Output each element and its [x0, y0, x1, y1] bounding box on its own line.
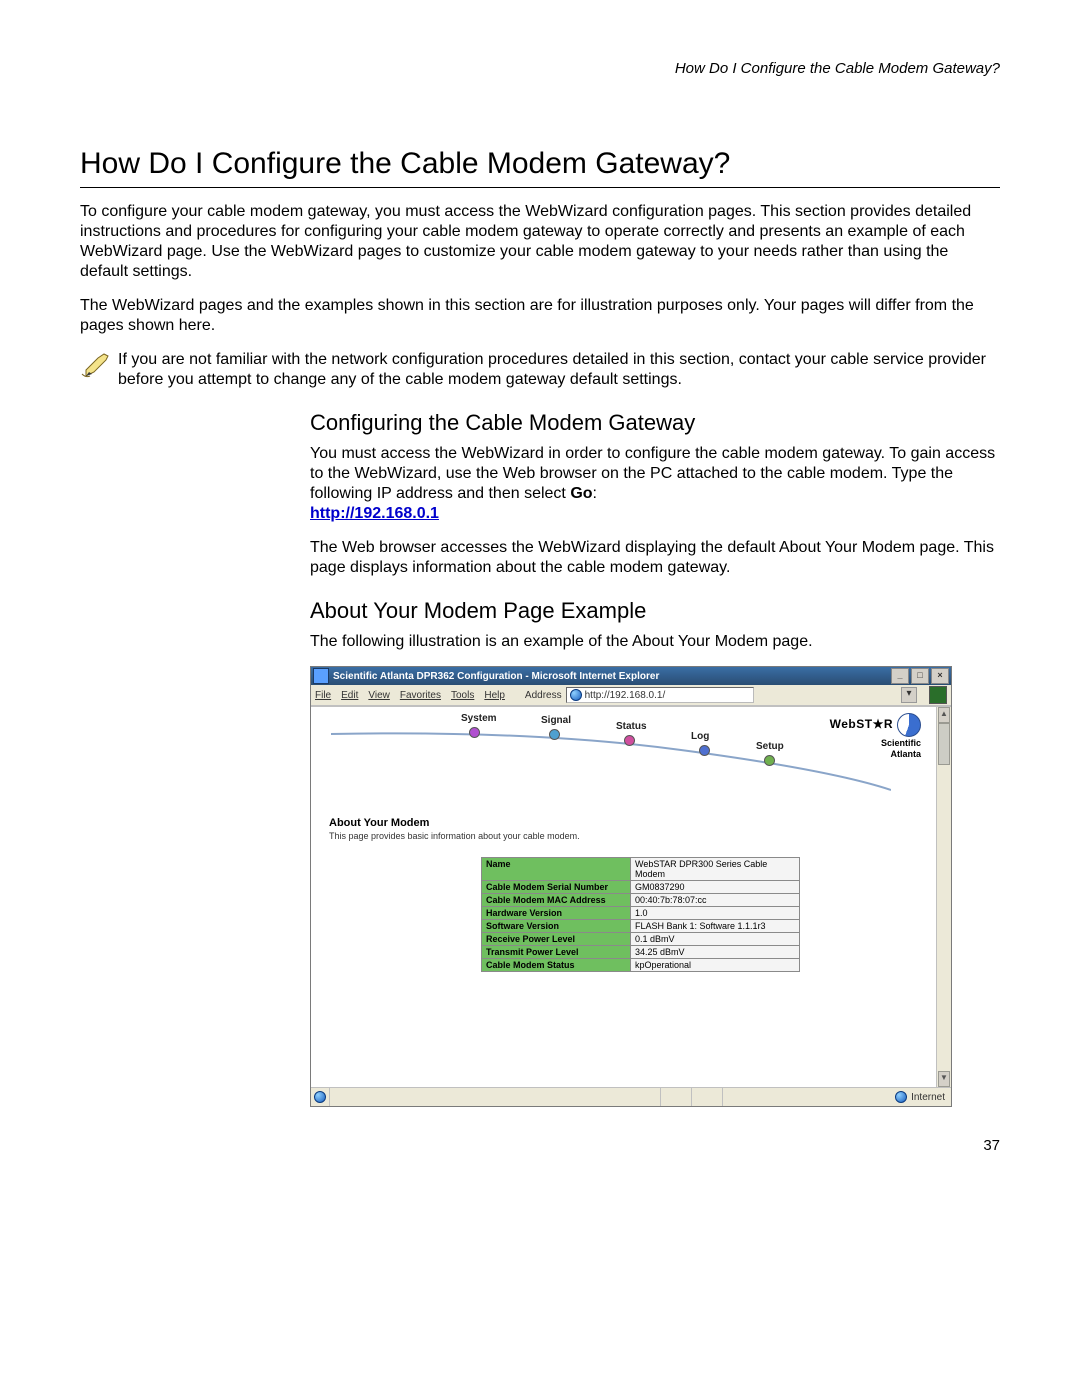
nav-dot-log[interactable]: [699, 745, 710, 756]
nav-item-log[interactable]: Log: [691, 731, 709, 742]
menu-edit[interactable]: Edit: [341, 690, 358, 701]
nav-dot-signal[interactable]: [549, 729, 560, 740]
table-value: 00:40:7b:78:07:cc: [631, 894, 800, 907]
content-section-desc: This page provides basic information abo…: [329, 831, 580, 841]
table-value: WebSTAR DPR300 Series Cable Modem: [631, 858, 800, 881]
section-configuring: Configuring the Cable Modem Gateway You …: [310, 410, 1000, 652]
nav-item-signal[interactable]: Signal: [541, 715, 571, 726]
table-row: Cable Modem MAC Address00:40:7b:78:07:cc: [482, 894, 800, 907]
title-rule: [80, 187, 1000, 188]
ip-link[interactable]: http://192.168.0.1: [310, 505, 439, 522]
table-row: NameWebSTAR DPR300 Series Cable Modem: [482, 858, 800, 881]
window-titlebar: Scientific Atlanta DPR362 Configuration …: [311, 667, 951, 685]
table-key: Cable Modem Serial Number: [482, 881, 631, 894]
table-value: GM0837290: [631, 881, 800, 894]
internet-zone-icon: [895, 1091, 907, 1103]
table-key: Receive Power Level: [482, 933, 631, 946]
minimize-button[interactable]: _: [891, 668, 909, 684]
config-paragraph: You must access the WebWizard in order t…: [310, 444, 1000, 524]
table-value: 0.1 dBmV: [631, 933, 800, 946]
nav-dot-system[interactable]: [469, 727, 480, 738]
brand-webstar: WebST★R: [830, 717, 893, 731]
address-input[interactable]: http://192.168.0.1/: [566, 687, 754, 703]
running-head: How Do I Configure the Cable Modem Gatew…: [80, 60, 1000, 77]
close-button[interactable]: ×: [931, 668, 949, 684]
table-key: Cable Modem Status: [482, 959, 631, 972]
page-number: 37: [80, 1137, 1000, 1154]
table-row: Transmit Power Level34.25 dBmV: [482, 946, 800, 959]
note-block: If you are not familiar with the network…: [80, 350, 1000, 390]
app-icon: [313, 668, 329, 684]
status-zone: Internet: [889, 1091, 951, 1103]
status-icon-left: [311, 1088, 330, 1106]
table-value: 1.0: [631, 907, 800, 920]
menu-view[interactable]: View: [368, 690, 390, 701]
content-section-title: About Your Modem: [329, 817, 429, 829]
intro-paragraph-2: The WebWizard pages and the examples sho…: [80, 296, 1000, 336]
brand-block: WebST★R Scientific Atlanta: [830, 713, 921, 759]
colon: :: [593, 485, 597, 502]
status-bar: Internet: [311, 1087, 951, 1106]
go-button[interactable]: [929, 686, 947, 704]
brand-sa1: Scientific: [830, 739, 921, 748]
config-text-a: You must access the WebWizard in order t…: [310, 445, 995, 502]
note-icon: [80, 350, 118, 385]
window-title-text: Scientific Atlanta DPR362 Configuration …: [333, 671, 659, 682]
table-value: 34.25 dBmV: [631, 946, 800, 959]
menu-file[interactable]: File: [315, 690, 331, 701]
menu-tools[interactable]: Tools: [451, 690, 474, 701]
table-row: Hardware Version1.0: [482, 907, 800, 920]
address-bar: Address http://192.168.0.1/: [525, 687, 754, 703]
table-row: Receive Power Level0.1 dBmV: [482, 933, 800, 946]
table-row: Cable Modem StatuskpOperational: [482, 959, 800, 972]
table-value: kpOperational: [631, 959, 800, 972]
brand-swirl-icon: [897, 713, 921, 737]
address-label: Address: [525, 690, 562, 701]
scroll-down-button[interactable]: ▼: [938, 1071, 950, 1087]
table-value: FLASH Bank 1: Software 1.1.1r3: [631, 920, 800, 933]
maximize-button[interactable]: □: [911, 668, 929, 684]
nav-item-setup[interactable]: Setup: [756, 741, 784, 752]
table-row: Software VersionFLASH Bank 1: Software 1…: [482, 920, 800, 933]
note-text: If you are not familiar with the network…: [118, 350, 1000, 390]
status-text: Internet: [911, 1092, 945, 1103]
table-key: Hardware Version: [482, 907, 631, 920]
example-caption: The following illustration is an example…: [310, 632, 1000, 652]
table-key: Software Version: [482, 920, 631, 933]
heading-example: About Your Modem Page Example: [310, 598, 1000, 624]
table-row: Cable Modem Serial NumberGM0837290: [482, 881, 800, 894]
nav-item-system[interactable]: System: [461, 713, 497, 724]
dropdown-button[interactable]: ▾: [901, 687, 917, 703]
nav-dot-setup[interactable]: [764, 755, 775, 766]
screenshot-window: Scientific Atlanta DPR362 Configuration …: [310, 666, 952, 1107]
table-key: Name: [482, 858, 631, 881]
config-paragraph-2: The Web browser accesses the WebWizard d…: [310, 538, 1000, 578]
document-page: How Do I Configure the Cable Modem Gatew…: [0, 0, 1080, 1194]
page-title: How Do I Configure the Cable Modem Gatew…: [80, 147, 1000, 181]
scroll-up-button[interactable]: ▲: [938, 707, 950, 723]
scroll-thumb[interactable]: [938, 723, 950, 765]
brand-sa2: Atlanta: [830, 750, 921, 759]
nav-item-status[interactable]: Status: [616, 721, 647, 732]
menu-help[interactable]: Help: [484, 690, 505, 701]
nav-curve: [331, 712, 891, 792]
menu-bar: File Edit View Favorites Tools Help Addr…: [311, 685, 951, 706]
nav-dot-status[interactable]: [624, 735, 635, 746]
modem-info-table: NameWebSTAR DPR300 Series Cable ModemCab…: [481, 857, 800, 972]
table-key: Transmit Power Level: [482, 946, 631, 959]
vertical-scrollbar[interactable]: ▲ ▼: [936, 707, 951, 1087]
heading-configuring: Configuring the Cable Modem Gateway: [310, 410, 1000, 436]
intro-paragraph-1: To configure your cable modem gateway, y…: [80, 202, 1000, 282]
go-label: Go: [570, 485, 592, 502]
table-key: Cable Modem MAC Address: [482, 894, 631, 907]
globe-icon: [314, 1091, 326, 1103]
menu-favorites[interactable]: Favorites: [400, 690, 441, 701]
url-icon: [570, 689, 582, 701]
browser-content: System Signal Status Log Setup WebST★R Scien…: [311, 706, 951, 1087]
address-value: http://192.168.0.1/: [585, 690, 666, 701]
